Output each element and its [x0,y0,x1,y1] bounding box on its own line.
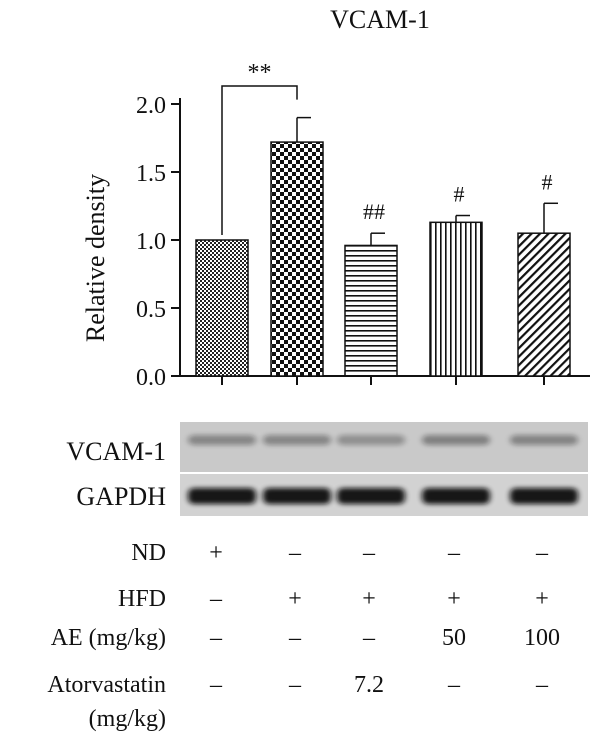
condition-value: – [535,672,549,698]
blot-band [188,488,256,504]
condition-value: – [362,540,376,566]
condition-values: + – – – – – + + + + – – – 50 100 – – 7.2 – – [209,540,560,698]
y-ticks: 0.0 0.5 1.0 1.5 2.0 [136,93,180,391]
blot-band [510,488,578,504]
annotations: ### # [363,169,553,224]
blot-band [263,488,331,504]
condition-value: – [288,540,302,566]
y-axis-label: Relative density [81,174,110,342]
blot-band [188,435,256,445]
chart-title: VCAM-1 [330,5,430,34]
condition-value: – [288,672,302,698]
condition-value: + [288,586,302,612]
blot-band [510,435,578,445]
significance-label: ** [248,60,272,86]
y-tick-label: 1.0 [136,229,166,255]
condition-value: – [535,540,549,566]
bar [195,239,249,377]
blot-band [337,488,405,504]
condition-table: ND HFD AE (mg/kg) Atorvastatin (mg/kg) +… [47,540,560,732]
condition-value: + [535,586,549,612]
condition-label-atorvastatin-unit: (mg/kg) [89,706,166,732]
significance-annotation: # [454,182,465,207]
blot-bands [188,435,578,504]
condition-value: 100 [524,625,560,651]
condition-value: + [209,540,223,566]
y-tick-label: 1.5 [136,161,166,187]
significance-annotation: ## [363,199,385,224]
condition-value: + [362,586,376,612]
condition-value: 7.2 [354,672,384,698]
y-tick-label: 2.0 [136,93,166,119]
condition-label-hfd: HFD [118,586,166,612]
blot-band [263,435,331,445]
condition-value: – [362,625,376,651]
condition-value: – [288,625,302,651]
condition-value: 50 [442,625,466,651]
blot-label-gapdh: GAPDH [76,482,166,511]
condition-value: – [447,672,461,698]
blot-panel-vcam1 [180,422,588,472]
bar [429,221,483,377]
y-tick-label: 0.0 [136,365,166,391]
western-blot: VCAM-1 GAPDH [66,422,588,516]
bars [195,116,571,377]
condition-label-nd: ND [131,540,166,566]
condition-label-atorvastatin: Atorvastatin [47,672,166,698]
blot-label-vcam1: VCAM-1 [66,437,166,466]
x-ticks [221,376,545,385]
condition-label-ae: AE (mg/kg) [51,625,166,651]
bar [270,141,324,377]
blot-band [422,435,490,445]
blot-band [422,488,490,504]
condition-value: + [447,586,461,612]
condition-value: – [209,586,223,612]
condition-value: – [209,625,223,651]
significance-annotation: # [542,169,553,194]
condition-value: – [447,540,461,566]
y-tick-label: 0.5 [136,297,166,323]
bar [517,232,571,377]
significance-bracket: ** [221,60,298,235]
blot-band [337,435,405,445]
bar [344,244,398,377]
condition-value: – [209,672,223,698]
significance-bracket-line [221,85,298,235]
